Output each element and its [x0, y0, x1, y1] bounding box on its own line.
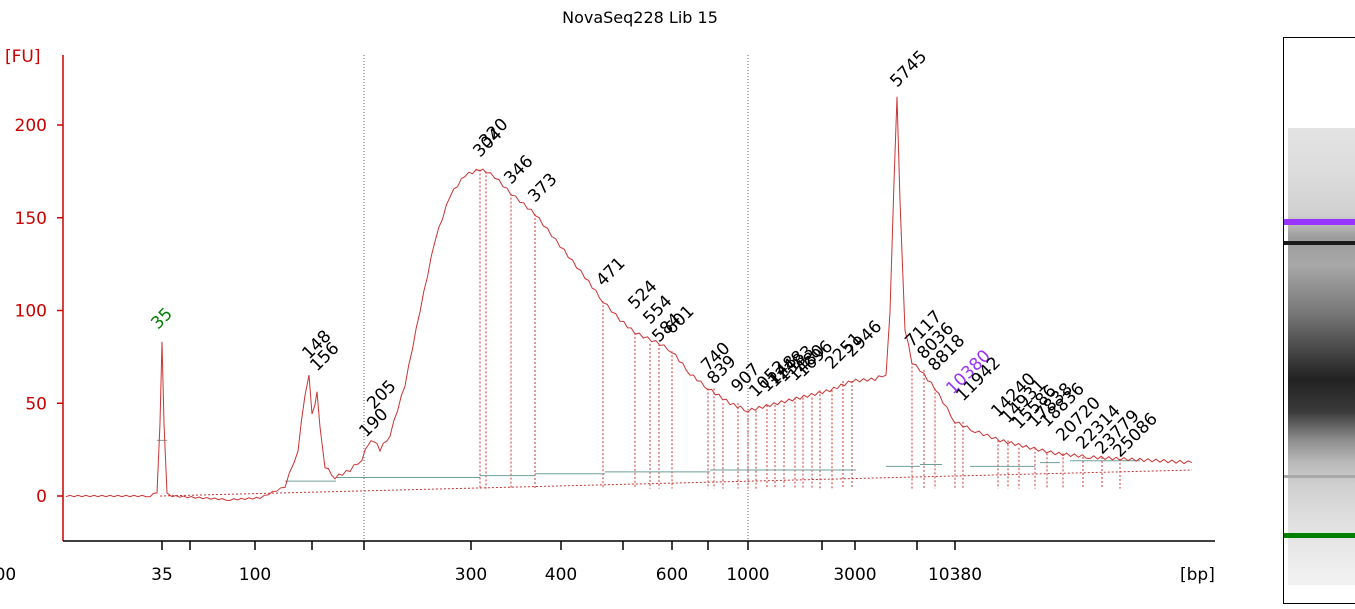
axes-layer: 0 50 100 150 200 [FU] [bp] 35 100 200 300 400 600 100…	[0, 47, 1215, 585]
x-tick-label: 200	[0, 565, 16, 585]
electropherogram-chart: 0 50 100 150 200 [FU] [bp] 35 100 200 300 400 600 100…	[0, 47, 1215, 585]
x-axis-label: [bp]	[1180, 565, 1215, 585]
chart-title: NovaSeq228 Lib 15	[562, 8, 718, 27]
faint-band	[1284, 475, 1355, 478]
x-tick-label: 35	[151, 565, 173, 585]
trace-line	[65, 96, 1193, 502]
grid-layer	[363, 55, 749, 541]
y-tick-label: 0	[36, 487, 47, 507]
peak-label: 205	[363, 376, 400, 413]
peak-label: 471	[592, 253, 629, 290]
x-tick-label: 100	[239, 565, 271, 585]
integration-baseline	[159, 469, 1193, 497]
peak-droplines	[159, 169, 1193, 497]
lower-marker-band	[1284, 533, 1355, 538]
y-tick-label: 200	[15, 116, 47, 136]
x-tick-label: 300	[455, 565, 487, 585]
peak-label: 346	[500, 151, 537, 188]
upper-marker-band	[1284, 219, 1355, 225]
y-tick-label: 100	[15, 302, 47, 322]
gel-image	[1283, 37, 1355, 604]
x-tick-label: 3000	[833, 565, 876, 585]
peak-label: 35	[147, 304, 176, 333]
peak-label: 5745	[886, 47, 931, 92]
gel-lane	[1288, 128, 1355, 585]
sample-band	[1284, 241, 1355, 245]
x-tick-label: 1000	[726, 565, 769, 585]
y-tick-label: 50	[25, 394, 47, 414]
peak-labels: 3514815619020530432034637347152455458460…	[147, 47, 1161, 462]
trace-layer	[65, 96, 1193, 502]
x-tick-label: 600	[656, 565, 688, 585]
x-tick-label: 10380	[928, 565, 982, 585]
peak-label: 373	[524, 169, 561, 206]
y-tick-label: 150	[15, 209, 47, 229]
x-tick-label: 400	[545, 565, 577, 585]
baseline-layer	[157, 439, 1140, 482]
y-axis-label: [FU]	[5, 47, 41, 67]
